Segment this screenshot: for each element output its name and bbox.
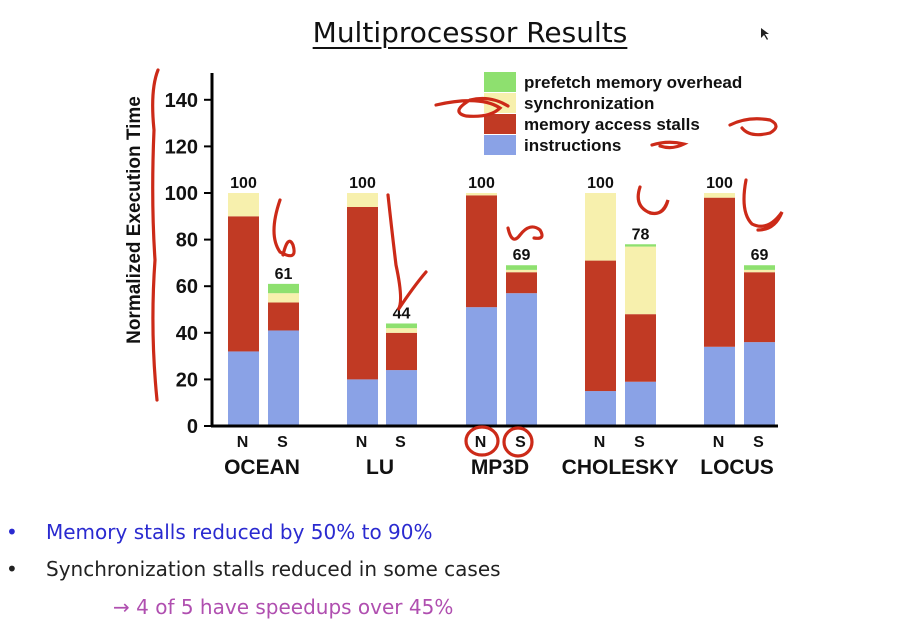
y-tick-label: 120 xyxy=(165,136,198,158)
x-group-label: CHOLESKY xyxy=(562,456,679,479)
x-group-label: MP3D xyxy=(471,456,529,479)
x-bar-label: N xyxy=(713,434,725,451)
y-tick-label: 100 xyxy=(165,183,198,205)
bar-segment-memory-access-stalls xyxy=(386,332,417,371)
bar-total-label: 100 xyxy=(349,175,376,192)
x-bar-label: S xyxy=(395,434,406,451)
bar-total-label: 69 xyxy=(513,247,531,264)
bullet-item: • Synchronization stalls reduced in some… xyxy=(6,557,501,581)
legend-label: synchronization xyxy=(524,94,654,113)
y-axis-label: Normalized Execution Time xyxy=(124,96,145,344)
bar-segment-synchronization xyxy=(268,293,299,303)
arrow-icon: → xyxy=(113,595,130,619)
bar-total-label: 61 xyxy=(275,266,293,283)
bar-segment-synchronization xyxy=(585,193,616,261)
bullet-item: • Memory stalls reduced by 50% to 90% xyxy=(6,520,433,544)
bar-segment-memory-access-stalls xyxy=(228,216,259,352)
mouse-cursor-icon xyxy=(761,28,769,40)
y-tick-label: 40 xyxy=(176,323,198,345)
bar-segment-synchronization xyxy=(704,193,735,198)
bar-segment-synchronization xyxy=(228,193,259,217)
bar-segment-instructions xyxy=(625,381,656,426)
x-group-label: LU xyxy=(366,456,394,479)
bar-segment-memory-access-stalls xyxy=(506,272,537,294)
bar-segment-memory-access-stalls xyxy=(347,206,378,380)
bar-segment-prefetch-memory-overhead xyxy=(744,265,775,270)
legend-swatch xyxy=(484,114,516,134)
slide-title-text: Multiprocessor Results xyxy=(312,16,628,49)
bar-segment-instructions xyxy=(347,379,378,426)
y-tick-label: 140 xyxy=(165,90,198,112)
bar-total-label: 100 xyxy=(706,175,733,192)
bar-segment-memory-access-stalls xyxy=(704,197,735,347)
bar-segment-memory-access-stalls xyxy=(625,314,656,382)
legend-label: prefetch memory overhead xyxy=(524,73,742,92)
legend-swatch xyxy=(484,93,516,113)
bar-segment-instructions xyxy=(704,346,735,426)
slide-title: Multiprocessor Results xyxy=(0,16,910,49)
legend-swatch xyxy=(484,135,516,155)
x-group-label: LOCUS xyxy=(700,456,774,479)
bar-segment-prefetch-memory-overhead xyxy=(386,323,417,329)
bullet-text: Memory stalls reduced by 50% to 90% xyxy=(46,520,433,544)
bar-total-label: 78 xyxy=(632,226,650,243)
x-bar-label: S xyxy=(277,434,288,451)
bar-segment-synchronization xyxy=(744,269,775,273)
x-bar-label: N xyxy=(475,434,487,451)
x-bar-label: N xyxy=(594,434,606,451)
bullet-marker: • xyxy=(6,520,18,544)
bar-segment-synchronization xyxy=(506,269,537,273)
bar-segment-memory-access-stalls xyxy=(585,260,616,392)
x-bar-label: N xyxy=(356,434,368,451)
stacked-bar-chart: 0 20 40 60 80 100 120 140 Normalized Execution T… xyxy=(124,72,778,479)
x-bar-label: S xyxy=(753,434,764,451)
bar-segment-memory-access-stalls xyxy=(466,195,497,308)
legend-swatch xyxy=(484,72,516,92)
y-tick-label: 80 xyxy=(176,230,198,252)
bar-total-label: 100 xyxy=(468,175,495,192)
x-bar-label: N xyxy=(237,434,249,451)
bar-segment-instructions xyxy=(268,330,299,426)
bar-segment-instructions xyxy=(466,307,497,426)
bar-total-label: 100 xyxy=(230,175,257,192)
legend-label: instructions xyxy=(524,136,621,155)
bar-segment-instructions xyxy=(585,391,616,426)
bar-total-label: 100 xyxy=(587,175,614,192)
bar-segment-prefetch-memory-overhead xyxy=(625,244,656,247)
bullet-text: 4 of 5 have speedups over 45% xyxy=(136,595,454,619)
bar-total-label: 44 xyxy=(393,305,411,322)
bar-segment-instructions xyxy=(744,342,775,426)
legend-label: memory access stalls xyxy=(524,115,700,134)
bullet-marker: • xyxy=(6,557,18,581)
bar-segment-synchronization xyxy=(347,193,378,207)
y-tick-label: 20 xyxy=(176,369,198,391)
bar-segment-instructions xyxy=(506,293,537,426)
bar-segment-synchronization xyxy=(625,246,656,315)
x-bar-label: S xyxy=(634,434,645,451)
bar-total-label: 69 xyxy=(751,247,769,264)
bar-segment-instructions xyxy=(228,351,259,426)
y-tick-label: 60 xyxy=(176,276,198,298)
sub-bullet-item: → 4 of 5 have speedups over 45% xyxy=(113,595,453,619)
bar-segment-prefetch-memory-overhead xyxy=(506,265,537,270)
bar-segment-memory-access-stalls xyxy=(744,272,775,343)
bar-segment-synchronization xyxy=(466,193,497,196)
bar-segment-instructions xyxy=(386,370,417,426)
bullet-text: Synchronization stalls reduced in some c… xyxy=(46,557,501,581)
bar-segment-prefetch-memory-overhead xyxy=(268,283,299,294)
x-group-label: OCEAN xyxy=(224,456,300,479)
y-tick-label: 0 xyxy=(187,416,198,438)
bar-segment-synchronization xyxy=(386,328,417,333)
x-bar-label: S xyxy=(515,434,526,451)
bar-segment-memory-access-stalls xyxy=(268,302,299,331)
